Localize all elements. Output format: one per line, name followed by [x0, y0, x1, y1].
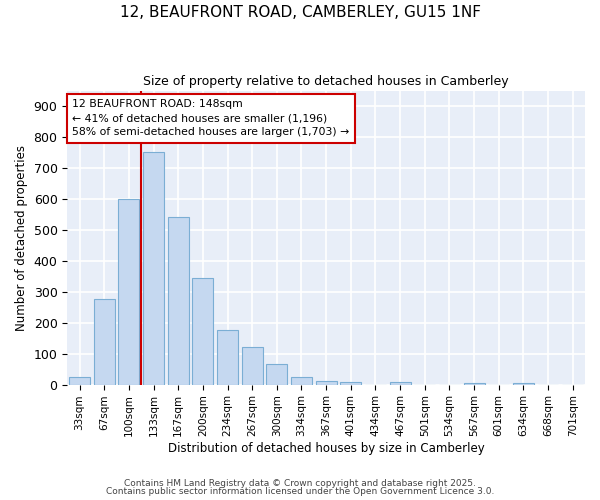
Bar [513, 383, 534, 384]
Bar [94, 300, 115, 384]
Bar [168, 218, 188, 384]
Bar [69, 377, 90, 384]
Text: 12 BEAUFRONT ROAD: 148sqm
← 41% of detached houses are smaller (1,196)
58% of se: 12 BEAUFRONT ROAD: 148sqm ← 41% of detac… [73, 100, 350, 138]
Bar [217, 330, 238, 384]
Bar [242, 348, 263, 385]
Text: Contains public sector information licensed under the Open Government Licence 3.: Contains public sector information licen… [106, 487, 494, 496]
Bar [340, 382, 361, 384]
Text: Contains HM Land Registry data © Crown copyright and database right 2025.: Contains HM Land Registry data © Crown c… [124, 478, 476, 488]
Text: 12, BEAUFRONT ROAD, CAMBERLEY, GU15 1NF: 12, BEAUFRONT ROAD, CAMBERLEY, GU15 1NF [119, 5, 481, 20]
Bar [266, 364, 287, 384]
Bar [389, 382, 410, 384]
Title: Size of property relative to detached houses in Camberley: Size of property relative to detached ho… [143, 75, 509, 88]
Bar [291, 377, 312, 384]
Bar [316, 381, 337, 384]
Bar [193, 278, 214, 384]
Bar [118, 199, 139, 384]
X-axis label: Distribution of detached houses by size in Camberley: Distribution of detached houses by size … [168, 442, 485, 455]
Bar [143, 152, 164, 384]
Bar [464, 383, 485, 384]
Y-axis label: Number of detached properties: Number of detached properties [15, 144, 28, 330]
